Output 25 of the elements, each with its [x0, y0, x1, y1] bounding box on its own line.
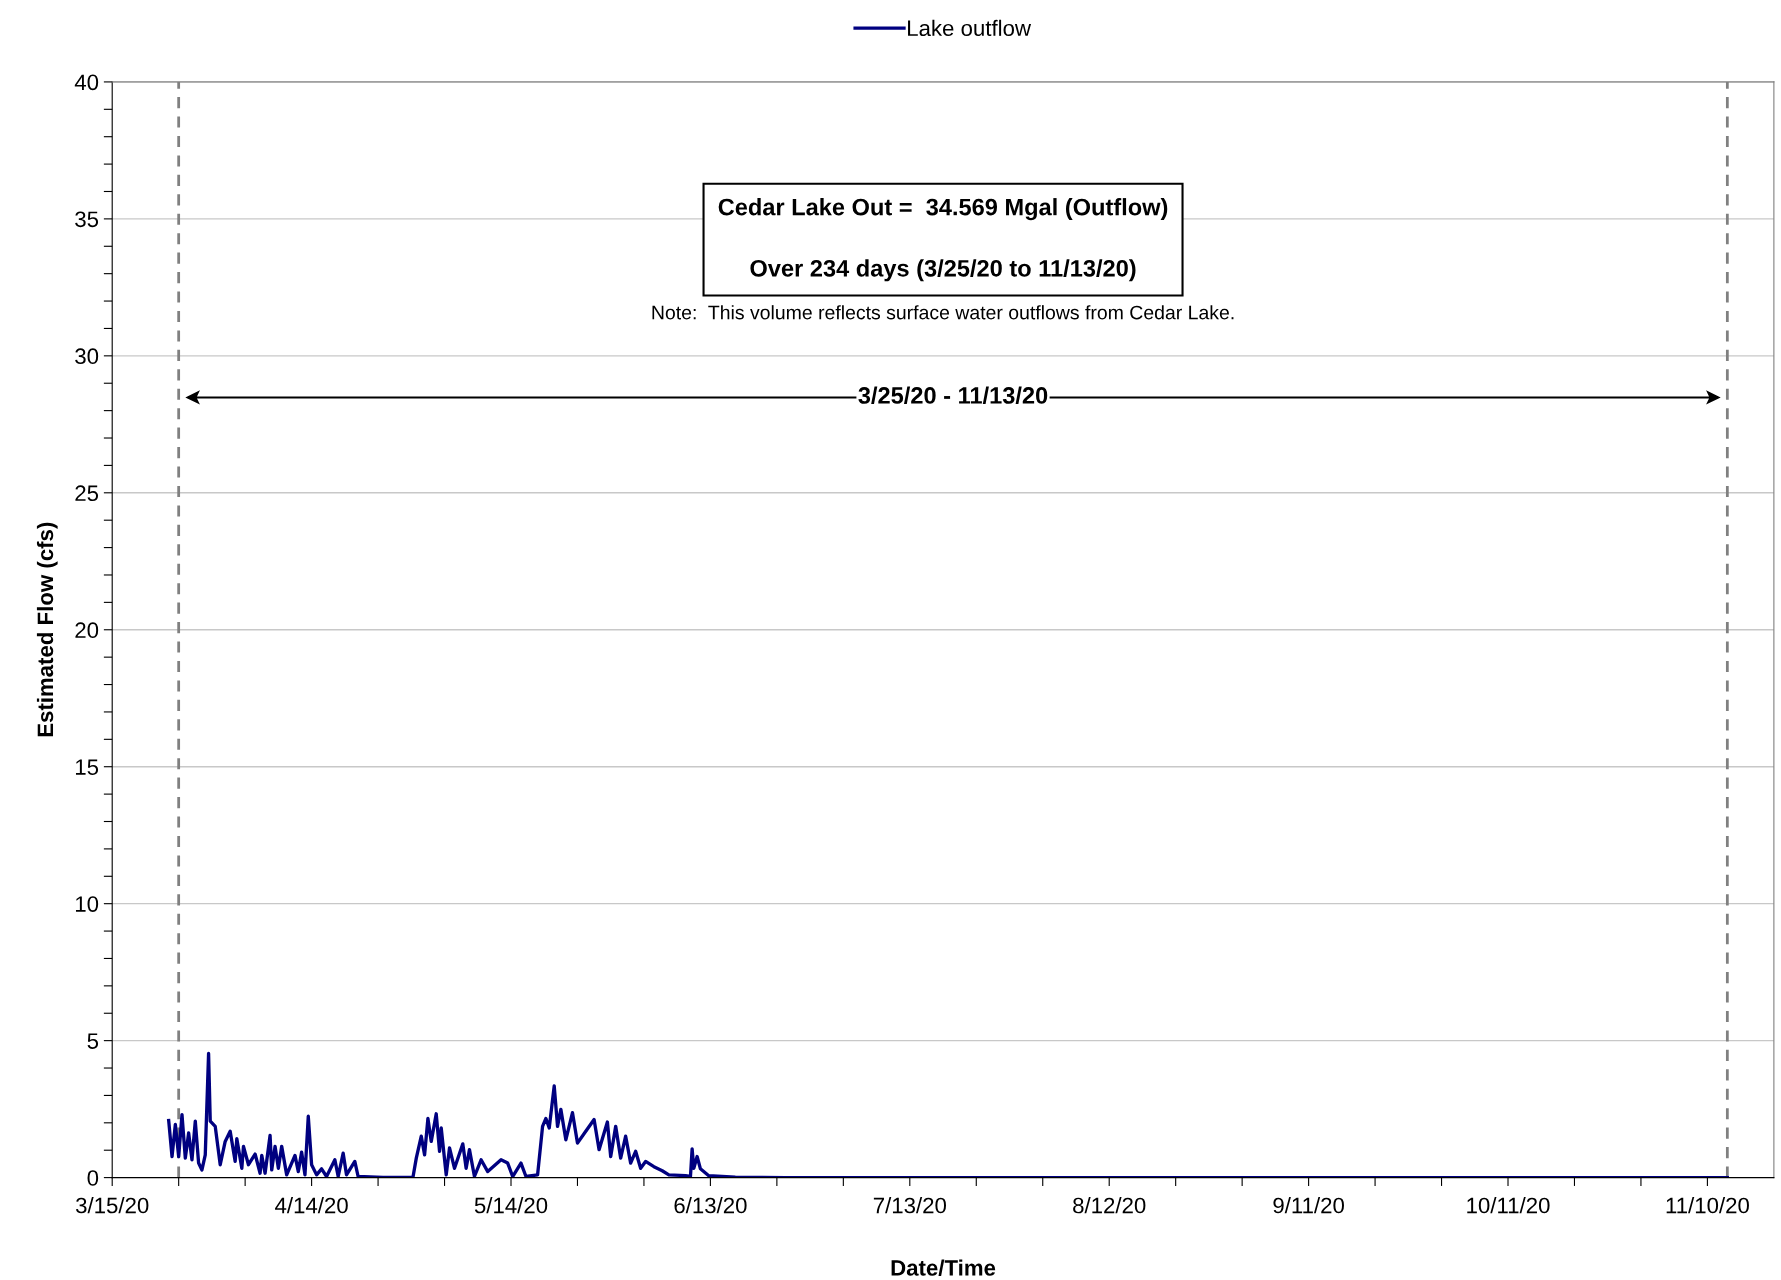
- y-tick-label: 20: [75, 622, 99, 639]
- x-tick-label: 7/13/20: [873, 1197, 947, 1214]
- y-tick-label: 30: [75, 348, 99, 365]
- x-tick-label: 9/11/20: [1273, 1197, 1344, 1214]
- annotation: Note: This volume reflects surface water outflows from Cedar Lake.: [652, 305, 1234, 320]
- annotation: 3/25/20 - 11/13/20: [858, 386, 1048, 405]
- legend-label: Lake outflow: [908, 19, 1032, 37]
- x-tick-label: 8/12/20: [1073, 1197, 1146, 1214]
- x-tick-label: 10/11/20: [1467, 1197, 1550, 1214]
- x-tick-label: 6/13/20: [674, 1197, 747, 1214]
- x-tick-label: 3/15/20: [75, 1197, 149, 1214]
- y-tick-label: 35: [75, 211, 99, 228]
- x-tick-label: 5/14/20: [474, 1197, 548, 1214]
- x-tick-label: 11/10/20: [1666, 1197, 1749, 1214]
- y-tick-label: 5: [87, 1033, 99, 1049]
- x-tick-label: 4/14/20: [275, 1197, 348, 1214]
- y-tick-label: 40: [74, 74, 99, 91]
- annotation: Cedar Lake Out = 34.569 Mgal (Outflow): [718, 198, 1168, 221]
- y-tick-label: 15: [75, 759, 99, 775]
- x-axis-title: Date/Time: [891, 1259, 996, 1276]
- y-axis-title: Estimated Flow (cfs): [36, 522, 58, 737]
- y-tick-label: 0: [87, 1170, 99, 1186]
- annotation: Over 234 days (3/25/20 to 11/13/20): [750, 259, 1136, 282]
- y-tick-label: 10: [75, 896, 99, 912]
- y-tick-label: 25: [75, 485, 99, 502]
